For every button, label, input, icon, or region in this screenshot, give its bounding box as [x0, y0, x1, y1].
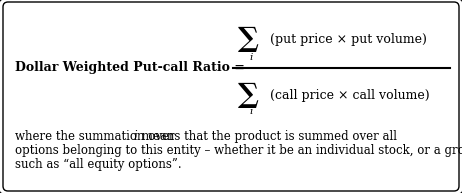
Text: such as “all equity options”.: such as “all equity options”. [15, 158, 182, 171]
Text: ∑: ∑ [237, 26, 258, 53]
Text: (call price × call volume): (call price × call volume) [266, 89, 430, 102]
Text: i: i [249, 52, 253, 62]
Text: i: i [249, 108, 253, 117]
Text: where the summation over: where the summation over [15, 130, 178, 143]
Text: Dollar Weighted Put-call Ratio =: Dollar Weighted Put-call Ratio = [15, 62, 245, 74]
Text: ∑: ∑ [237, 81, 258, 108]
Text: i: i [133, 130, 137, 143]
Text: means that the product is summed over all: means that the product is summed over al… [138, 130, 397, 143]
Text: options belonging to this entity – whether it be an individual stock, or a group: options belonging to this entity – wheth… [15, 144, 462, 157]
Text: (put price × put volume): (put price × put volume) [266, 34, 427, 47]
